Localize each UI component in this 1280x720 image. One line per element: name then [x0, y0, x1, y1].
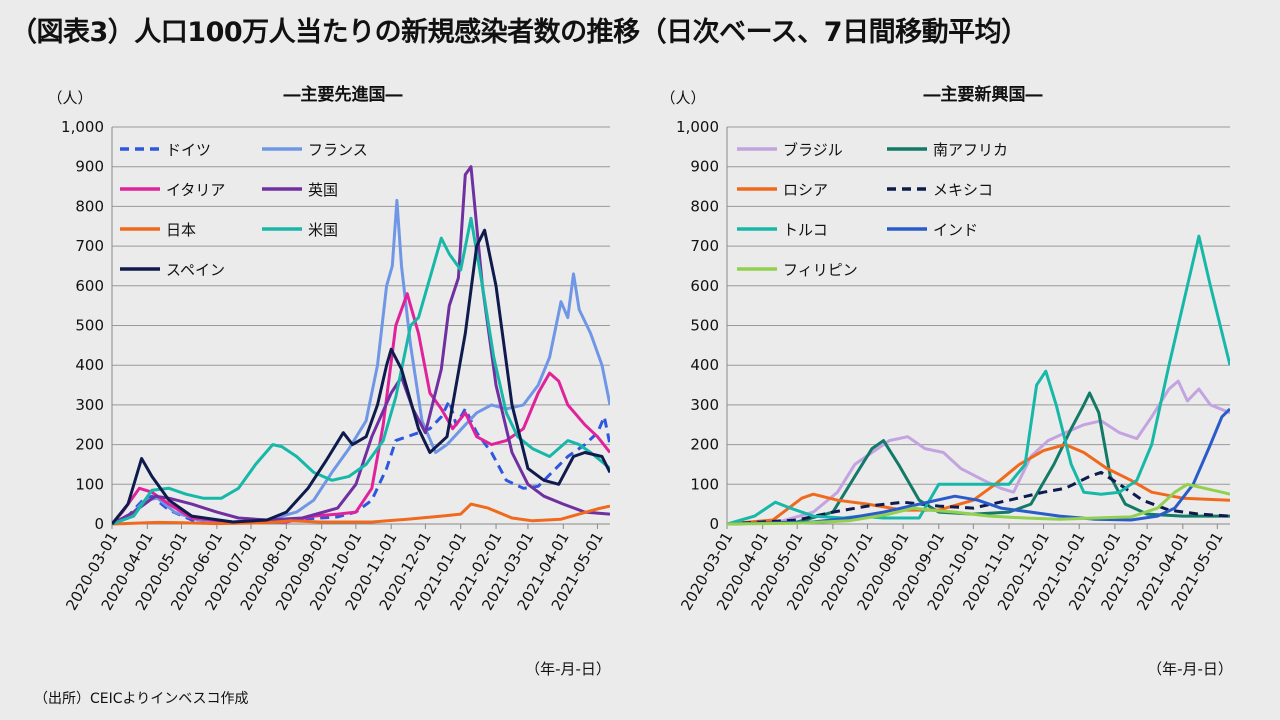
emg-y-tick-label: 300	[690, 396, 719, 414]
dev-series-line-0	[112, 399, 610, 526]
emg-series-line-0	[727, 379, 1230, 526]
dev-y-tick-label: 500	[75, 317, 104, 335]
emg-y-tick-label: 0	[709, 515, 719, 533]
dev-y-tick-label: 1,000	[61, 118, 104, 136]
emg-y-tick-label: 400	[690, 356, 719, 374]
dev-y-tick-label: 600	[75, 277, 104, 295]
dev-legend-label: 日本	[166, 221, 196, 239]
emg-y-tick-label: 700	[690, 237, 719, 255]
emg-legend-label: フィリピン	[783, 261, 858, 279]
emg-subtitle: ―主要新興国―	[924, 84, 1043, 105]
emg-y-tick-label: 1,000	[676, 118, 719, 136]
emg-legend-label: トルコ	[783, 221, 828, 239]
dev-series-line-6	[112, 228, 610, 525]
dev-series-line-4	[112, 502, 610, 526]
dev-y-tick-label: 200	[75, 436, 104, 454]
emg-legend-label: 南アフリカ	[933, 141, 1008, 159]
dev-subtitle: ―主要先進国―	[284, 84, 403, 105]
dev-series-line-2	[112, 292, 610, 525]
emerging-countries-chart: ―主要新興国― （人） 0 100 200 300 400 500 600 700 800 900 1,…	[660, 84, 1233, 678]
emg-y-tick-label: 900	[690, 158, 719, 176]
dev-y-tick-label: 0	[94, 515, 104, 533]
emg-y-tick-label: 800	[690, 197, 719, 215]
dev-y-tick-label: 800	[75, 197, 104, 215]
emg-legend-label: インド	[933, 221, 978, 239]
dev-y-tick-label: 100	[75, 475, 104, 493]
dev-series-line-5	[112, 216, 610, 526]
dev-y-tick-label: 900	[75, 158, 104, 176]
emg-y-tick-label: 200	[690, 436, 719, 454]
emg-series-line-3	[727, 470, 1230, 526]
developed-countries-chart: ―主要先進国― （人） 0 100 200 300 400 500 600 700 800 900 1,…	[47, 84, 611, 678]
emg-y-tick-label: 100	[690, 475, 719, 493]
dev-y-tick-label: 400	[75, 356, 104, 374]
dev-legend-label: 英国	[308, 181, 338, 199]
emg-series-line-1	[727, 391, 1230, 526]
emg-legend-label: ロシア	[783, 181, 828, 199]
dev-y-axis-label: （人）	[47, 89, 92, 107]
emg-legend-label: ブラジル	[783, 141, 843, 159]
emg-y-tick-label: 600	[690, 277, 719, 295]
dev-legend-label: スペイン	[166, 261, 225, 279]
dev-legend-label: イタリア	[166, 181, 225, 199]
dev-legend-label: ドイツ	[166, 141, 211, 159]
dev-x-axis-label: （年-月-日）	[525, 660, 611, 678]
source-note: （出所）CEICよりインベスコ作成	[34, 691, 249, 707]
dev-legend-label: フランス	[308, 141, 368, 159]
emg-series-line-6	[727, 482, 1230, 526]
page-title: （図表3）人口100万人当たりの新規感染者数の推移（日次ベース、7日間移動平均）	[10, 17, 1028, 48]
dev-y-tick-label: 300	[75, 396, 104, 414]
dev-legend-label: 米国	[308, 221, 338, 239]
dev-y-tick-label: 700	[75, 237, 104, 255]
emg-series-line-4	[727, 234, 1230, 526]
emg-y-axis-label: （人）	[660, 89, 705, 107]
emg-series-line-5	[727, 407, 1230, 526]
emg-x-axis-label: （年-月-日）	[1147, 660, 1233, 678]
emg-legend-label: メキシコ	[933, 181, 993, 199]
emg-y-tick-label: 500	[690, 317, 719, 335]
